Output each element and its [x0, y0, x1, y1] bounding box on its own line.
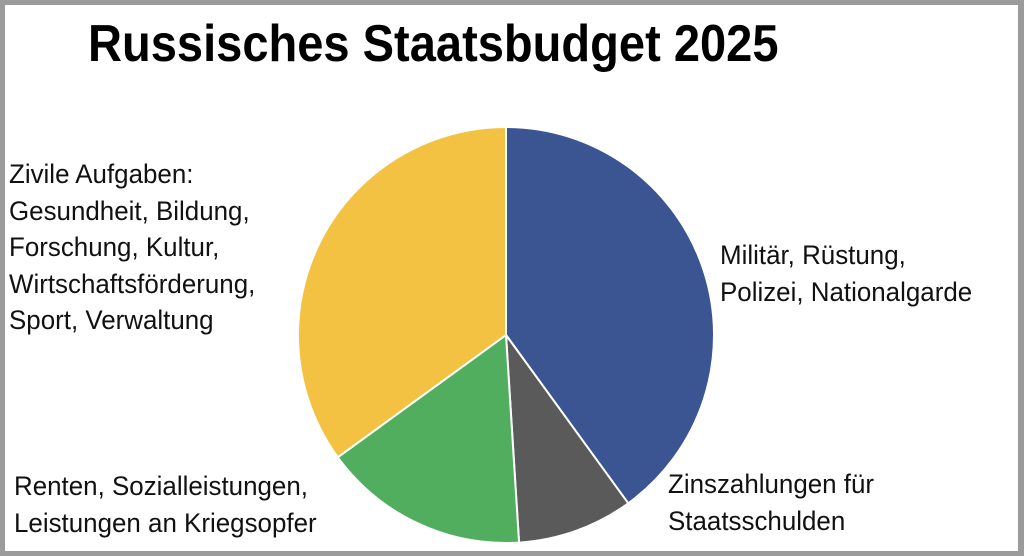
slice-military	[505, 126, 715, 505]
label-military: Militär, Rüstung, Polizei, Nationalgarde	[720, 237, 972, 310]
label-line: Sport, Verwaltung	[9, 305, 214, 335]
chart-title: Russisches Staatsbudget 2025	[88, 15, 779, 73]
label-line: Leistungen an Kriegsopfer	[14, 507, 317, 538]
label-line: Staatsschulden	[668, 505, 846, 536]
label-line: Renten, Sozialleistungen,	[14, 471, 308, 501]
slice-interest	[505, 334, 630, 544]
slice-civil	[297, 126, 507, 459]
label-line: Forschung, Kultur,	[9, 232, 220, 262]
label-interest-payments: Zinszahlungen für Staatsschulden	[668, 466, 874, 539]
label-social-benefits: Renten, Sozialleistungen, Leistungen an …	[14, 468, 317, 541]
label-civil-tasks: Zivile Aufgaben: Gesundheit, Bildung, Fo…	[9, 156, 255, 339]
label-line: Gesundheit, Bildung,	[9, 195, 250, 226]
label-line: Polizei, Nationalgarde	[720, 276, 973, 307]
label-line: Zivile Aufgaben:	[9, 159, 194, 189]
label-line: Zinszahlungen für	[668, 469, 875, 499]
slice-social	[336, 334, 521, 544]
label-line: Wirtschaftsförderung,	[9, 268, 256, 299]
label-line: Militär, Rüstung,	[720, 240, 906, 270]
pie-slices	[297, 126, 715, 544]
